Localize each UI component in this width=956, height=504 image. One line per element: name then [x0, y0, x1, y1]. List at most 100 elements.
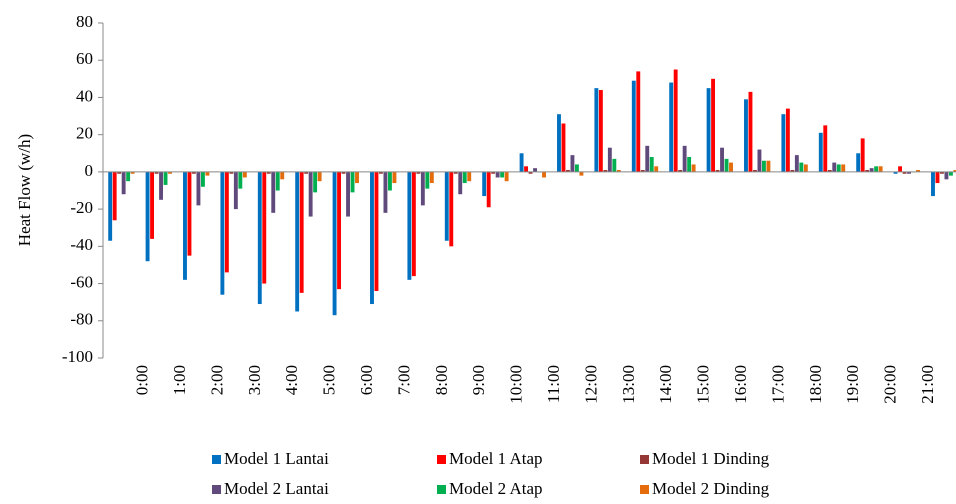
- bar: [706, 88, 711, 172]
- bar: [429, 171, 434, 184]
- bar: [948, 171, 953, 176]
- x-tick-label: 12:00: [581, 365, 600, 404]
- bar: [598, 90, 603, 172]
- bar: [168, 171, 172, 174]
- bar: [420, 171, 425, 206]
- bar: [823, 125, 828, 172]
- bar: [654, 166, 659, 172]
- y-tick-label: 40: [76, 86, 93, 105]
- bar: [332, 171, 337, 316]
- bar: [187, 171, 192, 256]
- bar: [528, 171, 533, 174]
- bar: [916, 170, 920, 172]
- bar: [374, 171, 379, 291]
- bar: [570, 155, 575, 172]
- legend-swatch: [212, 485, 221, 494]
- x-tick-label: 14:00: [656, 365, 675, 404]
- legend-label: Model 1 Lantai: [224, 449, 329, 468]
- bar: [126, 171, 131, 182]
- bar: [519, 153, 524, 172]
- x-tick-label: 6:00: [357, 365, 376, 395]
- bar: [944, 171, 949, 180]
- bar: [711, 78, 716, 172]
- y-tick-label: 20: [76, 124, 93, 143]
- bar: [196, 171, 201, 206]
- bar: [794, 155, 799, 172]
- bar: [200, 171, 205, 187]
- bar: [121, 171, 126, 195]
- bar: [154, 171, 159, 174]
- bar: [229, 171, 234, 174]
- bar: [931, 171, 935, 197]
- x-tick-label: 16:00: [731, 365, 750, 404]
- x-tick-label: 1:00: [170, 365, 189, 395]
- bar: [902, 171, 907, 174]
- x-tick-label: 5:00: [320, 365, 339, 395]
- bar: [495, 171, 500, 178]
- bar: [275, 171, 280, 191]
- bar: [280, 171, 285, 180]
- bar: [616, 170, 621, 172]
- bar: [317, 171, 322, 182]
- x-tick-label: 4:00: [282, 365, 301, 395]
- bar: [491, 171, 496, 174]
- bar: [192, 171, 196, 174]
- bar: [803, 164, 808, 172]
- bar: [341, 171, 346, 174]
- y-tick-label: -80: [70, 310, 93, 329]
- bar: [757, 149, 762, 172]
- legend-swatch: [212, 455, 221, 464]
- bar: [304, 171, 309, 174]
- bar: [607, 147, 612, 172]
- bar: [729, 162, 733, 172]
- x-tick-label: 10:00: [507, 365, 526, 404]
- bar: [467, 171, 472, 182]
- x-tick-label: 7:00: [394, 365, 413, 395]
- x-tick-label: 21:00: [918, 365, 937, 404]
- bar: [500, 171, 505, 178]
- bar: [370, 171, 374, 305]
- bar: [636, 71, 641, 172]
- bar: [935, 171, 940, 184]
- y-tick-label: -60: [70, 272, 93, 291]
- bar: [818, 132, 823, 172]
- bar: [453, 171, 458, 174]
- bar: [299, 171, 304, 293]
- bar: [449, 171, 454, 247]
- bar: [557, 114, 561, 172]
- bar: [524, 166, 529, 172]
- legend-swatch: [640, 485, 649, 494]
- x-tick-label: 8:00: [432, 365, 451, 395]
- x-tick-label: 19:00: [843, 365, 862, 404]
- bar: [379, 171, 383, 174]
- bar: [940, 171, 944, 174]
- bar: [462, 171, 467, 184]
- y-axis-label: Heat Flow (w/h): [15, 134, 34, 246]
- bar: [205, 171, 210, 176]
- bar: [687, 157, 692, 172]
- bar: [533, 168, 537, 172]
- bar: [566, 170, 570, 172]
- bar: [790, 170, 795, 172]
- bar: [444, 171, 449, 241]
- bar: [748, 91, 753, 172]
- legend-swatch: [437, 455, 446, 464]
- x-tick-label: 18:00: [806, 365, 825, 404]
- bar: [878, 166, 883, 172]
- y-tick-label: 60: [76, 49, 93, 68]
- bar: [233, 171, 238, 210]
- bar: [766, 160, 771, 172]
- bar: [183, 171, 187, 280]
- y-tick-label: 0: [85, 161, 94, 180]
- bar: [669, 82, 674, 172]
- legend-label: Model 1 Atap: [449, 449, 543, 468]
- bar: [645, 145, 650, 172]
- x-tick-label: 0:00: [133, 365, 152, 395]
- bar: [504, 171, 509, 182]
- bar: [392, 171, 397, 184]
- bar: [416, 171, 421, 174]
- x-tick-label: 15:00: [694, 365, 713, 404]
- bar: [458, 171, 463, 195]
- bar: [150, 171, 155, 239]
